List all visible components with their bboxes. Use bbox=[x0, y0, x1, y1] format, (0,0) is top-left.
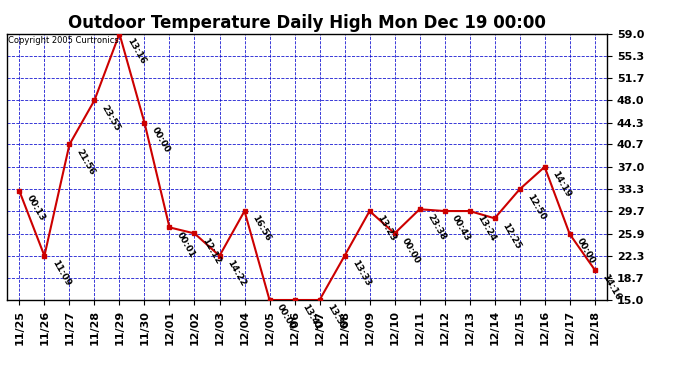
Text: 23:55: 23:55 bbox=[100, 103, 122, 132]
Text: 13:39: 13:39 bbox=[325, 303, 347, 332]
Text: 13:41: 13:41 bbox=[300, 303, 322, 332]
Text: 00:00: 00:00 bbox=[150, 126, 172, 154]
Text: 00:00: 00:00 bbox=[275, 303, 297, 332]
Text: 14:19: 14:19 bbox=[550, 170, 573, 199]
Text: 12:50: 12:50 bbox=[525, 192, 547, 221]
Text: 13:24: 13:24 bbox=[475, 214, 497, 243]
Text: 00:00: 00:00 bbox=[575, 237, 597, 266]
Text: 14:16: 14:16 bbox=[600, 273, 622, 302]
Text: 23:38: 23:38 bbox=[425, 212, 447, 241]
Text: 11:09: 11:09 bbox=[50, 259, 72, 288]
Text: 00:13: 00:13 bbox=[25, 194, 47, 223]
Text: 12:12: 12:12 bbox=[200, 236, 222, 266]
Text: 00:01: 00:01 bbox=[175, 230, 197, 259]
Text: 13:33: 13:33 bbox=[350, 259, 372, 288]
Title: Outdoor Temperature Daily High Mon Dec 19 00:00: Outdoor Temperature Daily High Mon Dec 1… bbox=[68, 14, 546, 32]
Text: 00:00: 00:00 bbox=[400, 236, 422, 265]
Text: 12:25: 12:25 bbox=[500, 221, 522, 251]
Text: 21:56: 21:56 bbox=[75, 147, 97, 177]
Text: Copyright 2005 Curtronics: Copyright 2005 Curtronics bbox=[8, 36, 119, 45]
Text: 13:23: 13:23 bbox=[375, 214, 397, 243]
Text: 13:16: 13:16 bbox=[125, 36, 147, 66]
Text: 16:56: 16:56 bbox=[250, 214, 272, 243]
Text: 00:43: 00:43 bbox=[450, 214, 472, 243]
Text: 14:22: 14:22 bbox=[225, 259, 247, 288]
